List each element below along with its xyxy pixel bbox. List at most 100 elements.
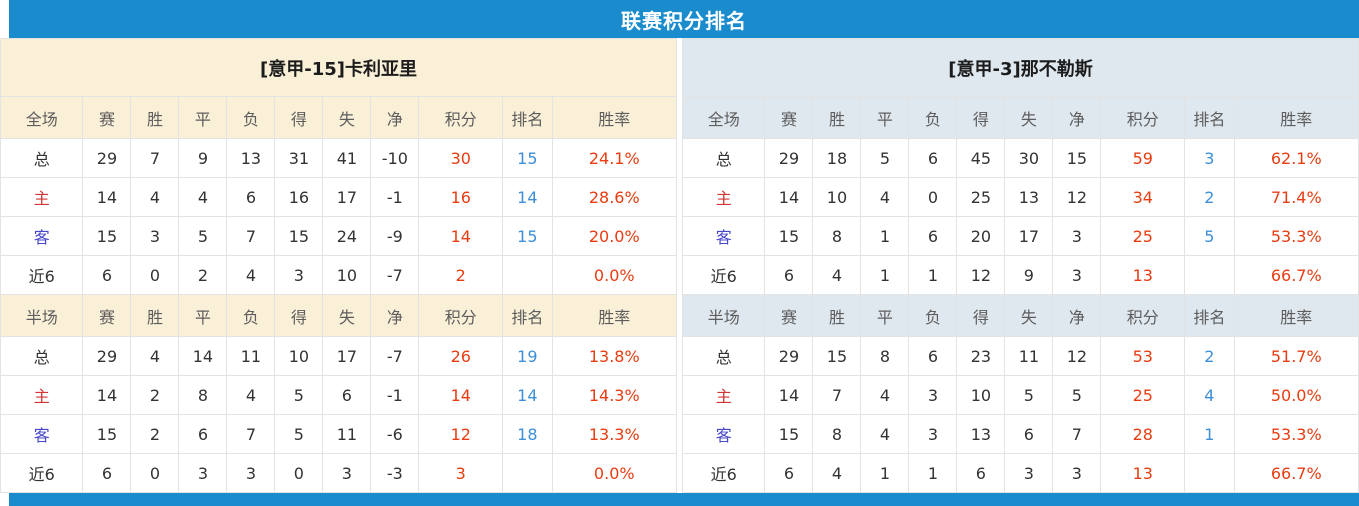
stat-value: 11 <box>226 336 276 376</box>
scope-header: 全场 <box>0 96 84 139</box>
stat-value: 8 <box>860 336 910 376</box>
rank-value: 5 <box>1184 216 1235 256</box>
winrate-value: 20.0% <box>551 216 678 256</box>
rank-value: 14 <box>502 375 553 415</box>
winrate-value: 14.3% <box>551 375 678 415</box>
stat-value: 3 <box>1004 453 1054 493</box>
column-header: 平 <box>860 96 910 139</box>
stat-value: 15 <box>812 336 862 376</box>
rank-value: 2 <box>1184 177 1235 217</box>
stat-value: 31 <box>274 138 324 178</box>
rank-value: 19 <box>502 336 553 376</box>
column-header: 失 <box>1004 294 1054 337</box>
stat-value: 5 <box>1004 375 1054 415</box>
winrate-value: 13.3% <box>551 414 678 454</box>
column-header: 胜率 <box>1233 96 1359 139</box>
away-team-standings-table: [意甲-3]那不勒斯 全场赛胜平负得失净积分 排名 胜率总 29 18 5 6 45 30 15 59… <box>681 38 1359 493</box>
stat-value: 3 <box>130 216 180 256</box>
stat-value: 3 <box>908 414 958 454</box>
stat-value: 6 <box>908 336 958 376</box>
stats-row: 近6 6 4 1 1 12 9 3 13 66.7% <box>681 255 1359 295</box>
rank-value <box>502 453 553 493</box>
stat-value: 1 <box>860 255 910 295</box>
stat-value: 5 <box>860 138 910 178</box>
points-value: 14 <box>418 216 504 256</box>
stat-value: 2 <box>130 414 180 454</box>
row-label: 主 <box>0 177 84 217</box>
stat-value: 15 <box>764 414 814 454</box>
winrate-value: 50.0% <box>1233 375 1359 415</box>
stats-header-row: 半场赛胜平负得失净积分 排名 胜率 <box>0 294 678 337</box>
points-value: 53 <box>1100 336 1186 376</box>
team-stats-table: [意甲-15]卡利亚里 全场赛胜平负得失净积分 排名 胜率总 29 7 9 13 31 41 -10… <box>0 38 678 493</box>
stat-value: 10 <box>322 255 372 295</box>
stat-value: 4 <box>812 453 862 493</box>
stat-value: 4 <box>178 177 228 217</box>
winrate-value: 51.7% <box>1233 336 1359 376</box>
stat-value: 29 <box>82 138 132 178</box>
stat-value: 4 <box>860 414 910 454</box>
stats-row: 主 14 7 4 3 10 5 5 25 4 50.0% <box>681 375 1359 415</box>
stat-value: 7 <box>812 375 862 415</box>
stat-value: 29 <box>764 138 814 178</box>
stat-value: 1 <box>860 453 910 493</box>
column-header: 平 <box>178 294 228 337</box>
stats-row: 客 15 8 4 3 13 6 7 28 1 53.3% <box>681 414 1359 454</box>
points-value: 25 <box>1100 216 1186 256</box>
points-value: 34 <box>1100 177 1186 217</box>
stat-value: 4 <box>860 177 910 217</box>
column-header: 赛 <box>82 294 132 337</box>
column-header: 积分 <box>1100 294 1186 337</box>
stat-value: 6 <box>764 255 814 295</box>
column-header: 平 <box>178 96 228 139</box>
stat-value: 17 <box>1004 216 1054 256</box>
team-name: [意甲-3]那不勒斯 <box>682 38 1359 97</box>
column-header: 积分 <box>418 294 504 337</box>
team-name-row: [意甲-15]卡利亚里 <box>0 38 677 97</box>
points-value: 13 <box>1100 255 1186 295</box>
stat-value: 15 <box>764 216 814 256</box>
points-value: 13 <box>1100 453 1186 493</box>
row-label: 主 <box>681 177 766 217</box>
column-header: 积分 <box>1100 96 1186 139</box>
column-header: 排名 <box>1184 294 1235 337</box>
column-header: 胜率 <box>551 96 678 139</box>
stat-value: 15 <box>274 216 324 256</box>
stat-value: 2 <box>130 375 180 415</box>
scope-header: 半场 <box>681 294 766 337</box>
stat-value: 18 <box>812 138 862 178</box>
points-value: 26 <box>418 336 504 376</box>
stat-value: 5 <box>1052 375 1102 415</box>
rank-value: 15 <box>502 138 553 178</box>
stat-value: 0 <box>274 453 324 493</box>
stats-row: 近6 6 0 2 4 3 10 -7 2 0.0% <box>0 255 678 295</box>
row-label: 客 <box>0 216 84 256</box>
points-value: 3 <box>418 453 504 493</box>
rank-value: 18 <box>502 414 553 454</box>
column-header: 赛 <box>82 96 132 139</box>
stat-value: 4 <box>226 255 276 295</box>
column-header: 排名 <box>502 294 553 337</box>
stat-value: 13 <box>226 138 276 178</box>
points-value: 59 <box>1100 138 1186 178</box>
stats-header-row: 全场赛胜平负得失净积分 排名 胜率 <box>681 96 1359 139</box>
column-header: 负 <box>908 96 958 139</box>
stat-value: 3 <box>1052 216 1102 256</box>
stat-value: 12 <box>1052 177 1102 217</box>
points-value: 16 <box>418 177 504 217</box>
stat-value: 5 <box>178 216 228 256</box>
stat-value: 13 <box>956 414 1006 454</box>
winrate-value: 28.6% <box>551 177 678 217</box>
team-name-row: [意甲-3]那不勒斯 <box>682 38 1359 97</box>
row-label: 近6 <box>0 255 84 295</box>
stat-value: 7 <box>226 216 276 256</box>
column-header: 失 <box>1004 96 1054 139</box>
column-header: 胜率 <box>551 294 678 337</box>
winrate-value: 66.7% <box>1233 453 1359 493</box>
stat-value: 5 <box>274 414 324 454</box>
stats-header-row: 全场赛胜平负得失净积分 排名 胜率 <box>0 96 678 139</box>
column-header: 负 <box>226 294 276 337</box>
stats-row: 近6 6 4 1 1 6 3 3 13 66.7% <box>681 453 1359 493</box>
stat-value: 45 <box>956 138 1006 178</box>
stat-value: 14 <box>764 177 814 217</box>
